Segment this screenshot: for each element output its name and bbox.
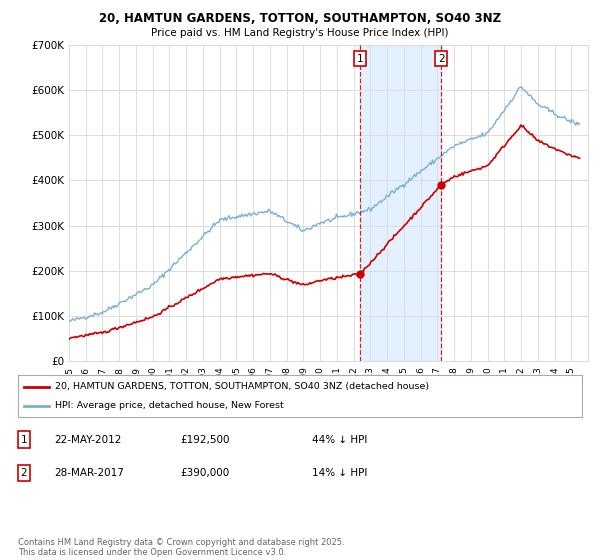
Text: 1: 1 [356,54,363,64]
Text: 20, HAMTUN GARDENS, TOTTON, SOUTHAMPTON, SO40 3NZ (detached house): 20, HAMTUN GARDENS, TOTTON, SOUTHAMPTON,… [55,382,429,391]
Text: 22-MAY-2012: 22-MAY-2012 [54,435,121,445]
Text: 2: 2 [438,54,445,64]
Text: Contains HM Land Registry data © Crown copyright and database right 2025.
This d: Contains HM Land Registry data © Crown c… [18,538,344,557]
Text: 20, HAMTUN GARDENS, TOTTON, SOUTHAMPTON, SO40 3NZ: 20, HAMTUN GARDENS, TOTTON, SOUTHAMPTON,… [99,12,501,25]
Text: 28-MAR-2017: 28-MAR-2017 [54,468,124,478]
Text: £192,500: £192,500 [180,435,229,445]
Text: 44% ↓ HPI: 44% ↓ HPI [312,435,367,445]
Bar [360,45,441,361]
Text: HPI: Average price, detached house, New Forest: HPI: Average price, detached house, New … [55,402,283,410]
Text: Price paid vs. HM Land Registry's House Price Index (HPI): Price paid vs. HM Land Registry's House … [151,28,449,38]
Text: 1: 1 [20,435,28,445]
Text: 14% ↓ HPI: 14% ↓ HPI [312,468,367,478]
Text: £390,000: £390,000 [180,468,229,478]
Text: 2: 2 [20,468,28,478]
